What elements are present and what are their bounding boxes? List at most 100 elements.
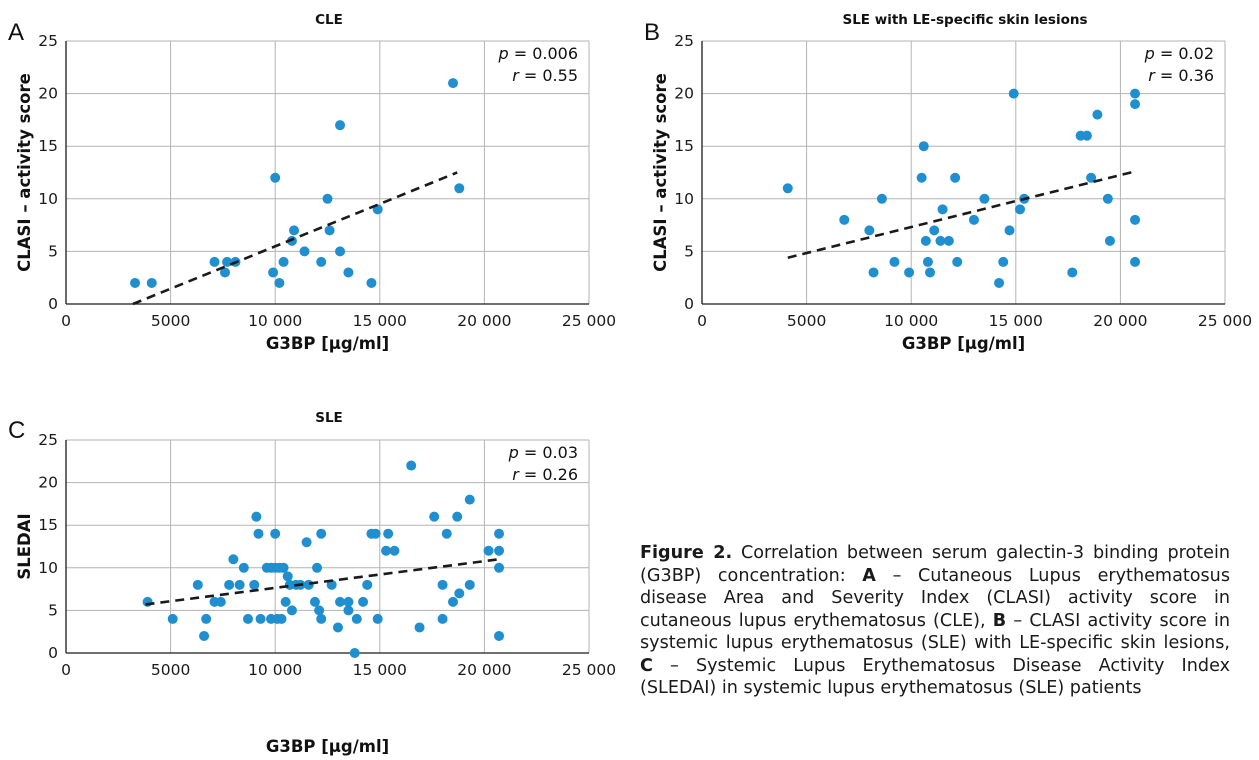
x-tick-label: 25 000 <box>562 312 616 330</box>
data-point <box>1067 267 1078 278</box>
data-point <box>303 579 314 590</box>
x-tick-label: 5000 <box>787 312 826 330</box>
data-point <box>383 528 394 539</box>
y-tick-label: 25 <box>674 32 694 50</box>
y-tick-label: 0 <box>684 295 694 313</box>
data-point <box>335 596 346 607</box>
data-point <box>437 613 448 624</box>
x-axis-label: G3BP [µg/ml] <box>266 334 389 353</box>
data-point <box>864 225 875 236</box>
data-point <box>322 193 333 204</box>
y-tick-label: 10 <box>38 190 58 208</box>
data-point <box>370 528 381 539</box>
data-point <box>483 545 494 556</box>
y-tick-label: 5 <box>684 242 694 260</box>
panel-letter: A <box>8 19 24 46</box>
data-point <box>1130 256 1141 267</box>
data-point <box>937 204 948 215</box>
data-point <box>146 277 157 288</box>
data-point <box>1130 214 1141 225</box>
data-point <box>1081 130 1092 141</box>
data-point <box>429 511 440 522</box>
data-point <box>381 545 392 556</box>
data-point <box>215 596 226 607</box>
data-point <box>925 267 936 278</box>
data-point <box>968 214 979 225</box>
data-point <box>916 172 927 183</box>
p-value: = 0.02 <box>1160 44 1214 63</box>
r-symbol: r <box>512 465 520 484</box>
data-point <box>309 596 320 607</box>
panel-b: 0 5000 10 000 15 000 20 000 25 000 0 5 10 15 20 25 B… <box>636 0 1259 370</box>
data-point <box>253 528 264 539</box>
data-point <box>1086 172 1097 183</box>
x-tick-label: 15 000 <box>353 661 407 679</box>
data-point <box>494 562 505 573</box>
data-point <box>270 528 281 539</box>
data-point <box>362 579 373 590</box>
data-point <box>464 579 475 590</box>
caption-text-1: Correlation between serum galectin-3 bin… <box>640 543 1230 586</box>
data-point <box>998 256 1009 267</box>
x-tick-label: 10 000 <box>884 312 938 330</box>
chart-b: 0 5000 10 000 15 000 20 000 25 000 0 5 10 15 20 25 B… <box>644 12 1252 353</box>
data-point <box>494 545 505 556</box>
trend-line <box>787 170 1136 259</box>
data-point <box>201 613 212 624</box>
y-tick-label: 20 <box>674 85 694 103</box>
caption-label: Figure 2. <box>640 543 733 563</box>
x-tick-label: 20 000 <box>1093 312 1147 330</box>
panel-letter: B <box>644 19 660 46</box>
data-point <box>222 256 233 267</box>
y-tick-label: 0 <box>48 295 58 313</box>
data-point <box>335 120 346 131</box>
data-point <box>316 613 327 624</box>
data-point <box>1014 204 1025 215</box>
data-point <box>282 571 293 582</box>
data-point <box>312 562 323 573</box>
x-tick-label: 10 000 <box>248 661 302 679</box>
x-tick-label: 25 000 <box>562 661 616 679</box>
p-value: = 0.006 <box>514 44 578 63</box>
data-point <box>441 528 452 539</box>
figure-caption: Figure 2. Correlation between serum gale… <box>640 542 1230 700</box>
data-point <box>224 579 235 590</box>
r-value: = 0.36 <box>1160 66 1214 85</box>
data-point <box>167 613 178 624</box>
y-tick-label: 15 <box>38 137 58 155</box>
data-point <box>782 183 793 194</box>
caption-text-3: – CLASI activity score in systemic lupus… <box>640 610 1230 654</box>
trend-line <box>132 171 458 306</box>
data-point <box>918 141 929 152</box>
y-tick-label: 20 <box>38 474 58 492</box>
data-point <box>943 235 954 246</box>
x-axis-label: G3BP [µg/ml] <box>902 334 1025 353</box>
data-point <box>876 193 887 204</box>
data-point <box>868 267 879 278</box>
p-value-stat: p = 0.006 <box>497 44 578 63</box>
data-point <box>372 613 383 624</box>
data-point <box>839 214 850 225</box>
chart-title: SLE with LE-specific skin lesions <box>842 12 1087 28</box>
x-tick-label: 15 000 <box>989 312 1043 330</box>
data-point <box>130 277 141 288</box>
chart-title: CLE <box>315 12 343 28</box>
data-point <box>332 622 343 633</box>
x-tick-label: 0 <box>61 661 71 679</box>
data-point <box>929 225 940 236</box>
data-point <box>280 596 291 607</box>
y-tick-label: 25 <box>38 32 58 50</box>
y-tick-label: 10 <box>38 559 58 577</box>
y-tick-label: 15 <box>38 516 58 534</box>
data-point <box>904 267 915 278</box>
data-point <box>278 256 289 267</box>
x-tick-label: 0 <box>61 312 71 330</box>
y-tick-label: 0 <box>48 644 58 662</box>
data-point <box>324 225 335 236</box>
r-value-stat: r = 0.55 <box>512 66 578 85</box>
data-point <box>389 545 400 556</box>
r-symbol: r <box>512 66 520 85</box>
data-point <box>238 562 249 573</box>
data-point <box>268 267 279 278</box>
data-point <box>243 613 254 624</box>
